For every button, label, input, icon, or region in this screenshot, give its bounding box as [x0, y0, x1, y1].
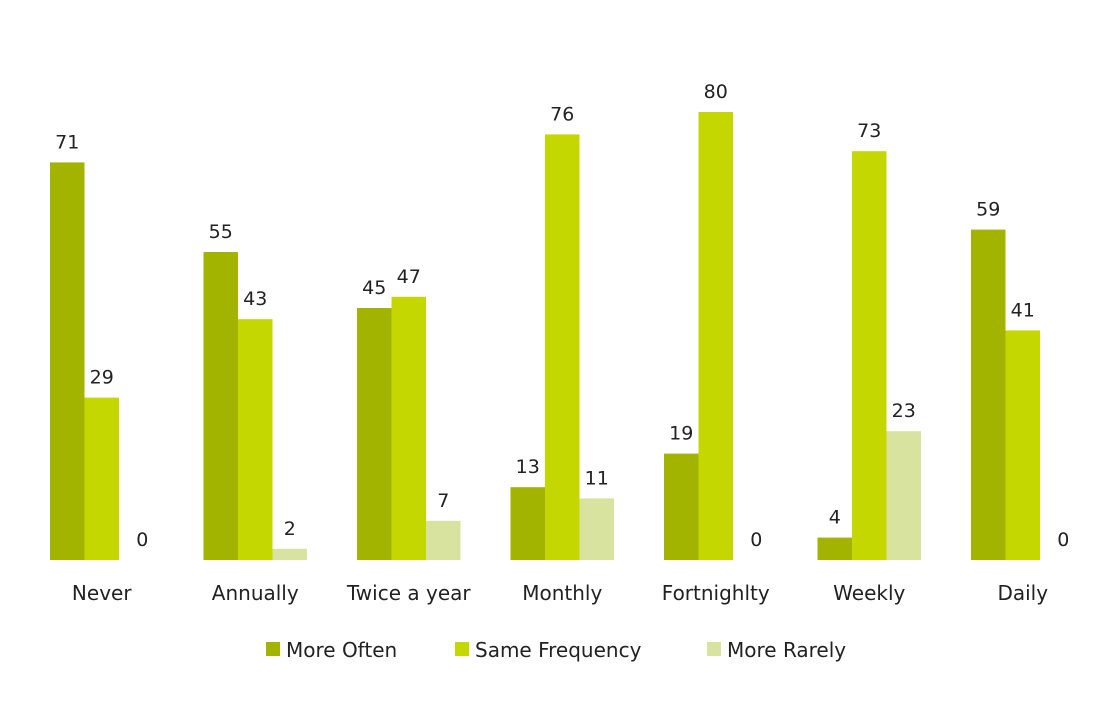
legend-swatch — [707, 642, 721, 656]
data-label: 19 — [669, 423, 693, 445]
bar — [698, 112, 733, 560]
data-label: 4 — [829, 507, 841, 529]
legend-label: More Often — [286, 638, 397, 662]
bar — [971, 229, 1006, 560]
data-label: 0 — [1057, 529, 1069, 551]
data-label: 71 — [55, 131, 79, 153]
legend-label: More Rarely — [727, 638, 846, 662]
bar — [817, 537, 852, 560]
bar — [426, 520, 461, 560]
data-label: 45 — [362, 277, 386, 299]
data-label: 11 — [585, 467, 609, 489]
category-label: Fortnighlty — [662, 581, 770, 605]
data-label: 41 — [1011, 299, 1035, 321]
category-label: Monthly — [522, 581, 602, 605]
category-label: Daily — [997, 581, 1048, 605]
legend-label: Same Frequency — [475, 638, 642, 662]
bar — [203, 252, 238, 560]
data-label: 29 — [90, 367, 114, 389]
data-label: 0 — [750, 529, 762, 551]
data-label: 13 — [516, 456, 540, 478]
data-label: 43 — [243, 288, 267, 310]
data-label: 76 — [550, 103, 574, 125]
data-label: 80 — [704, 81, 728, 103]
category-label: Twice a year — [346, 581, 471, 605]
bar — [545, 134, 580, 560]
data-label: 0 — [136, 529, 148, 551]
data-label: 47 — [397, 266, 421, 288]
category-label: Weekly — [833, 581, 905, 605]
bar — [1005, 330, 1040, 560]
bar — [357, 308, 392, 560]
data-label: 7 — [437, 490, 449, 512]
bar — [272, 548, 307, 560]
data-label: 23 — [892, 400, 916, 422]
bar — [886, 431, 921, 560]
bar — [50, 162, 85, 560]
bar — [664, 453, 699, 560]
bar — [238, 319, 273, 560]
data-label: 2 — [284, 518, 296, 540]
category-label: Annually — [212, 581, 299, 605]
category-label: Never — [72, 581, 132, 605]
bar — [852, 151, 887, 560]
data-label: 59 — [976, 199, 1000, 221]
bar — [84, 397, 119, 560]
data-label: 73 — [857, 120, 881, 142]
legend-swatch — [455, 642, 469, 656]
bar — [579, 498, 614, 560]
legend-swatch — [266, 642, 280, 656]
data-label: 55 — [209, 221, 233, 243]
bar — [510, 487, 545, 560]
bar — [391, 296, 426, 560]
